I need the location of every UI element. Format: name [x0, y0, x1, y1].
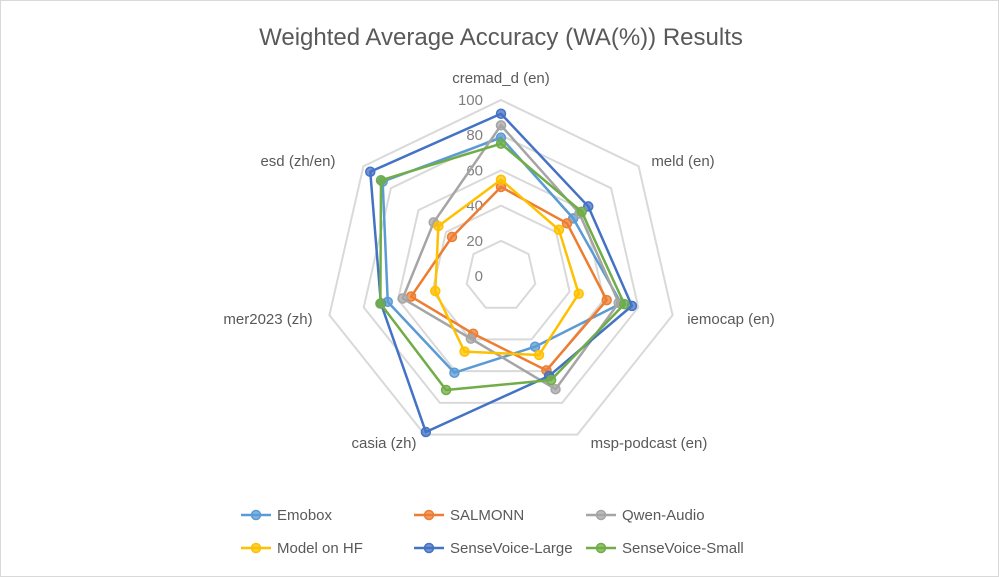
data-point: [601, 294, 612, 306]
legend-item: Model on HF: [241, 540, 363, 557]
grid-ring: [328, 98, 674, 436]
series-line: [401, 124, 620, 391]
data-point: [619, 298, 630, 310]
legend-marker: [250, 509, 262, 521]
data-point: [465, 333, 477, 344]
legend-item: SALMONN: [414, 507, 524, 524]
data-point: [529, 341, 541, 352]
data-point: [446, 231, 458, 243]
legend-label: SenseVoice-Small: [622, 540, 744, 557]
data-point: [365, 166, 376, 178]
data-point: [550, 383, 561, 395]
series-line: [379, 142, 626, 392]
data-point: [375, 298, 386, 309]
axis-label: esd (zh/en): [260, 153, 335, 170]
series-sensevoice-large: [365, 108, 638, 438]
legend-item: SenseVoice-Small: [586, 540, 744, 557]
data-point: [495, 120, 507, 131]
data-point: [495, 174, 507, 185]
data-point: [561, 218, 573, 229]
data-point: [433, 220, 444, 232]
series-line: [409, 185, 608, 372]
data-point: [576, 206, 587, 217]
data-point: [495, 108, 507, 119]
series-model-on-hf: [430, 174, 584, 361]
legend-label: SenseVoice-Large: [450, 540, 573, 557]
legend-marker: [595, 509, 607, 521]
data-point: [553, 224, 565, 236]
data-point: [397, 293, 408, 304]
chart-title: Weighted Average Accuracy (WA(%)) Result…: [259, 24, 743, 51]
data-point: [459, 346, 470, 357]
legend-label: Model on HF: [277, 540, 363, 557]
data-point: [405, 291, 417, 302]
legend-marker: [250, 542, 262, 554]
axis-label: mer2023 (zh): [223, 311, 312, 328]
series-line: [434, 178, 580, 357]
legend-marker: [423, 509, 435, 521]
data-point: [573, 288, 584, 299]
radial-tick-label: 80: [466, 127, 483, 144]
data-point: [375, 175, 387, 186]
legend-item: Qwen-Audio: [586, 507, 705, 524]
legend-item: SenseVoice-Large: [414, 540, 573, 557]
data-point: [533, 349, 545, 361]
series-sensevoice-small: [375, 138, 630, 396]
grid-ring: [431, 204, 571, 341]
series-line: [381, 136, 623, 374]
legend-item: Emobox: [241, 507, 333, 524]
data-point: [449, 367, 460, 378]
axis-label: msp-podcast (en): [591, 435, 708, 452]
grid-ring: [465, 239, 537, 309]
legend-marker: [423, 542, 435, 554]
radial-tick-label: 0: [475, 268, 483, 285]
data-point: [430, 285, 441, 297]
axis-label: casia (zh): [351, 435, 416, 452]
legend-label: Qwen-Audio: [622, 507, 705, 524]
data-point: [495, 138, 507, 149]
radial-tick-label: 20: [466, 233, 483, 250]
grid-ring: [362, 134, 640, 404]
radial-tick-label: 60: [466, 162, 483, 179]
data-point: [440, 384, 452, 396]
legend-marker: [595, 542, 607, 554]
series-line: [369, 112, 634, 434]
legend-label: SALMONN: [450, 507, 524, 524]
data-point: [545, 374, 557, 386]
axis-label: cremad_d (en): [452, 70, 550, 87]
legend-label: Emobox: [277, 507, 333, 524]
axis-label: iemocap (en): [687, 311, 775, 328]
axis-label: meld (en): [651, 153, 714, 170]
radial-tick-label: 100: [458, 92, 483, 109]
data-point: [582, 201, 594, 212]
data-point: [420, 426, 432, 438]
